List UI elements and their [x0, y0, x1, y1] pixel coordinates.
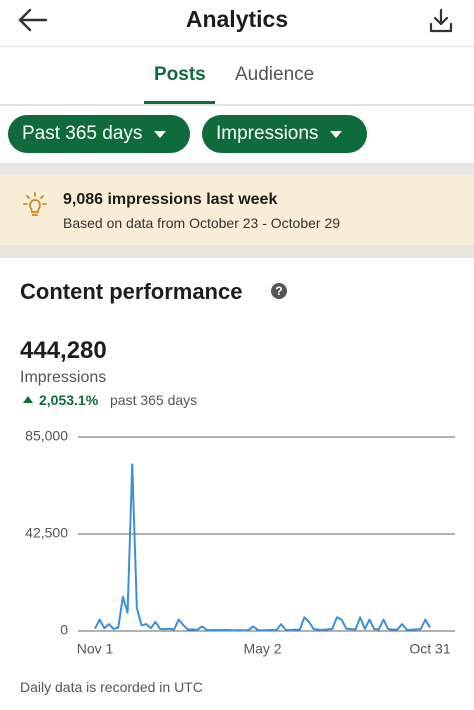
help-icon[interactable]: ?	[270, 282, 288, 300]
tab[interactable]: Audience	[235, 64, 315, 85]
separator	[0, 245, 474, 258]
up-arrow	[23, 396, 33, 403]
insight-banner: 9,086 impressions last week Based on dat…	[0, 175, 474, 245]
tab-indicator	[144, 101, 215, 104]
tab-active[interactable]: Posts	[154, 64, 206, 85]
download-button[interactable]	[426, 6, 456, 36]
metric-value: 444,280	[20, 337, 107, 364]
bulb-icon	[23, 192, 47, 216]
y-tick-label: 85,000	[25, 428, 68, 444]
tab-divider	[0, 104, 474, 106]
change-period: past 365 days	[110, 392, 198, 408]
back-button[interactable]	[14, 6, 50, 34]
svg-text:?: ?	[275, 284, 282, 298]
x-tick-label: Nov 1	[77, 641, 114, 657]
chip-label: Past 365 days	[22, 123, 143, 144]
y-tick-label: 0	[60, 622, 68, 638]
divider	[0, 46, 474, 47]
insight-title: 9,086 impressions last week	[63, 191, 278, 208]
section-title: Content performance	[20, 279, 243, 304]
x-tick-label: May 2	[243, 641, 281, 657]
line-series	[94, 463, 431, 632]
chart: 0 42,500 85,000 Nov 1 May 2 Oct 31	[25, 428, 455, 657]
change-value: 2,053.1%	[39, 392, 99, 408]
x-tick-label: Oct 31	[409, 641, 450, 657]
separator	[0, 163, 474, 175]
chip-label: Impressions	[216, 123, 319, 144]
filter-chip[interactable]: Impressions	[202, 115, 367, 153]
metric-label: Impressions	[20, 369, 107, 386]
y-tick-label: 42,500	[25, 525, 68, 541]
footnote: Daily data is recorded in UTC	[20, 679, 203, 695]
insight-subtitle: Based on data from October 23 - October …	[63, 215, 341, 231]
page-title: Analytics	[185, 6, 289, 32]
filter-chip[interactable]: Past 365 days	[8, 115, 190, 153]
